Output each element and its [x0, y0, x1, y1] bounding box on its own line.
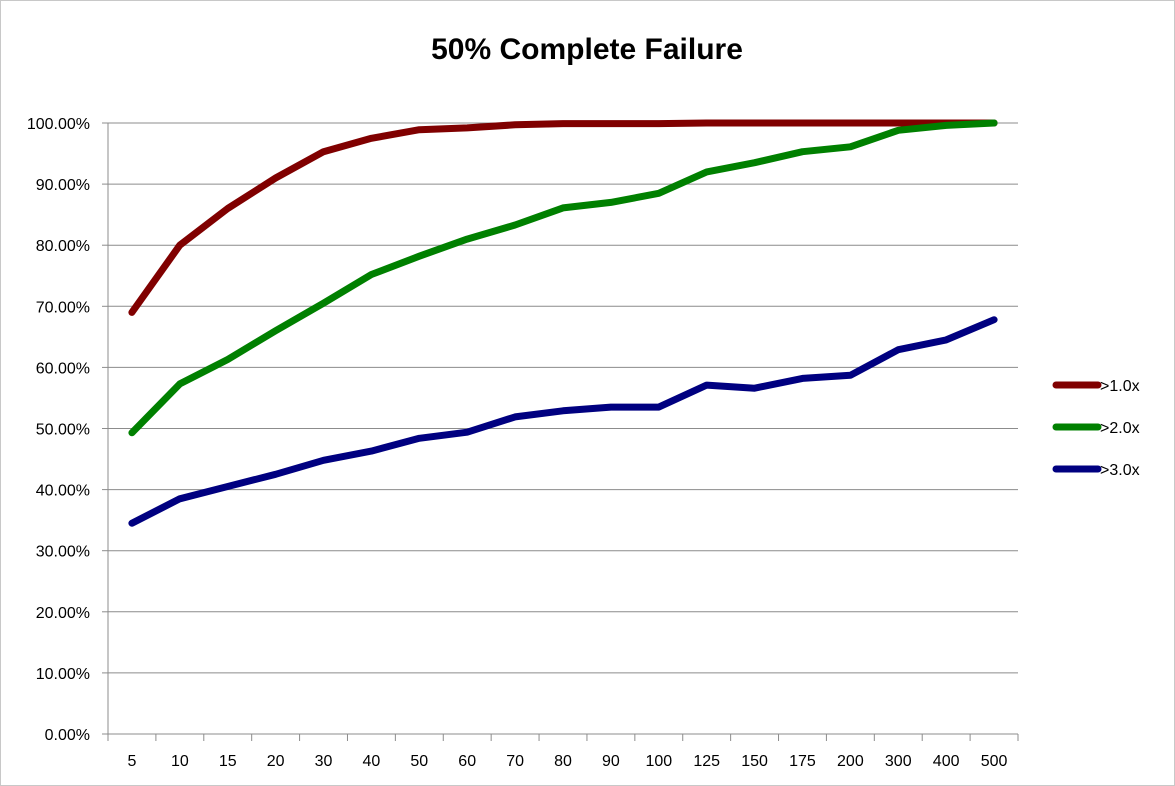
x-tick-label: 100 — [645, 753, 672, 770]
chart-title: 50% Complete Failure — [431, 33, 743, 66]
y-tick-label: 60.00% — [36, 360, 90, 377]
x-tick-label: 50 — [410, 753, 428, 770]
legend-label: >2.0x — [1100, 420, 1140, 437]
legend-label: >1.0x — [1100, 378, 1140, 395]
y-tick-label: 70.00% — [36, 299, 90, 316]
y-tick-label: 20.00% — [36, 605, 90, 622]
x-tick-label: 10 — [171, 753, 189, 770]
x-tick-label: 125 — [693, 753, 720, 770]
series-line-2-0x — [128, 119, 998, 437]
x-tick-label: 175 — [789, 753, 816, 770]
series-lines — [128, 119, 998, 527]
y-tick-label: 100.00% — [27, 116, 90, 133]
x-tick-label: 80 — [554, 753, 572, 770]
y-tick-label: 0.00% — [45, 727, 90, 744]
x-tick-label: 70 — [506, 753, 524, 770]
legend-label: >3.0x — [1100, 462, 1140, 479]
x-tick-label: 400 — [933, 753, 960, 770]
x-tick-label: 60 — [458, 753, 476, 770]
series-line-3-0x — [128, 316, 998, 527]
x-tick-label: 150 — [741, 753, 768, 770]
x-tick-label: 200 — [837, 753, 864, 770]
legend: >1.0x >2.0x >3.0x — [1052, 378, 1140, 479]
x-tick-label: 40 — [363, 753, 381, 770]
y-tick-label: 40.00% — [36, 483, 90, 500]
x-tick-label: 20 — [267, 753, 285, 770]
y-tick-label: 10.00% — [36, 666, 90, 683]
y-axis: 0.00% 10.00% 20.00% 30.00% 40.00% 50.00% 60.00… — [27, 116, 109, 744]
y-tick-label: 50.00% — [36, 422, 90, 439]
x-tick-label: 300 — [885, 753, 912, 770]
x-axis: 5 10 15 20 30 40 50 60 70 80 90 100 125 150 175 200 300 4… — [107, 733, 1019, 770]
y-tick-label: 30.00% — [36, 544, 90, 561]
y-tick-label: 80.00% — [36, 238, 90, 255]
x-tick-label: 500 — [981, 753, 1008, 770]
series-line-1-0x — [128, 119, 998, 316]
x-tick-label: 90 — [602, 753, 620, 770]
y-tick-label: 90.00% — [36, 177, 90, 194]
x-tick-label: 15 — [219, 753, 237, 770]
x-tick-label: 5 — [127, 753, 136, 770]
x-tick-label: 30 — [315, 753, 333, 770]
